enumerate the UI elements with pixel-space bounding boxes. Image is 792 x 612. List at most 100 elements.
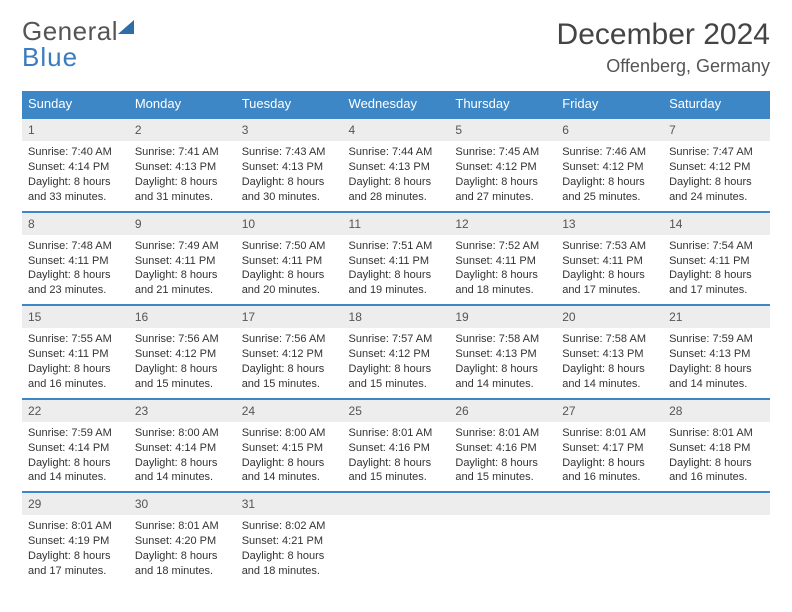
day-number: 2 (135, 123, 142, 137)
daylight-text: Daylight: 8 hours and 25 minutes. (562, 175, 657, 205)
day-content-cell (663, 515, 770, 584)
day-number: 21 (669, 310, 682, 324)
daylight-text: Daylight: 8 hours and 14 minutes. (242, 456, 337, 486)
daylight-text: Daylight: 8 hours and 17 minutes. (28, 549, 123, 579)
sunset-text: Sunset: 4:13 PM (455, 347, 550, 362)
sunset-text: Sunset: 4:11 PM (669, 254, 764, 269)
day-number-cell: 10 (236, 212, 343, 235)
day-number: 25 (349, 404, 362, 418)
sunset-text: Sunset: 4:12 PM (349, 347, 444, 362)
day-content-cell: Sunrise: 8:01 AMSunset: 4:16 PMDaylight:… (449, 422, 556, 492)
day-number: 1 (28, 123, 35, 137)
daynum-row: 1234567 (22, 118, 770, 141)
logo: General Blue (22, 18, 118, 70)
day-number-cell (449, 492, 556, 515)
sunset-text: Sunset: 4:18 PM (669, 441, 764, 456)
daylight-text: Daylight: 8 hours and 30 minutes. (242, 175, 337, 205)
daylight-text: Daylight: 8 hours and 14 minutes. (669, 362, 764, 392)
daylight-text: Daylight: 8 hours and 28 minutes. (349, 175, 444, 205)
day-number: 3 (242, 123, 249, 137)
sunrise-text: Sunrise: 8:01 AM (669, 426, 764, 441)
day-number-cell: 28 (663, 399, 770, 422)
day-number-cell: 1 (22, 118, 129, 141)
daynum-row: 2930 31 (22, 492, 770, 515)
sunrise-text: Sunrise: 8:01 AM (28, 519, 123, 534)
sunset-text: Sunset: 4:13 PM (562, 347, 657, 362)
day-number-cell: 30 (129, 492, 236, 515)
day-number: 23 (135, 404, 148, 418)
day-number: 16 (135, 310, 148, 324)
day-number-cell: 26 (449, 399, 556, 422)
daylight-text: Daylight: 8 hours and 16 minutes. (28, 362, 123, 392)
content-row: Sunrise: 8:01 AMSunset: 4:19 PMDaylight:… (22, 515, 770, 584)
day-content-cell: Sunrise: 8:00 AMSunset: 4:14 PMDaylight:… (129, 422, 236, 492)
day-content-cell: Sunrise: 7:41 AMSunset: 4:13 PMDaylight:… (129, 141, 236, 211)
sunset-text: Sunset: 4:17 PM (562, 441, 657, 456)
day-number-cell (663, 492, 770, 515)
weekday-header: Saturday (663, 91, 770, 118)
day-number-cell: 27 (556, 399, 663, 422)
page-title: December 2024 (557, 18, 770, 52)
content-row: Sunrise: 7:48 AMSunset: 4:11 PMDaylight:… (22, 235, 770, 305)
day-content-cell: Sunrise: 7:59 AMSunset: 4:13 PMDaylight:… (663, 328, 770, 398)
day-number: 17 (242, 310, 255, 324)
daylight-text: Daylight: 8 hours and 15 minutes. (135, 362, 230, 392)
day-number-cell: 13 (556, 212, 663, 235)
sunset-text: Sunset: 4:14 PM (28, 441, 123, 456)
daylight-text: Daylight: 8 hours and 18 minutes. (455, 268, 550, 298)
sunset-text: Sunset: 4:12 PM (135, 347, 230, 362)
day-number-cell: 2 (129, 118, 236, 141)
header: General Blue December 2024 Offenberg, Ge… (22, 18, 770, 77)
sunset-text: Sunset: 4:16 PM (455, 441, 550, 456)
logo-line2: Blue (22, 44, 118, 70)
daylight-text: Daylight: 8 hours and 16 minutes. (562, 456, 657, 486)
day-content-cell: Sunrise: 7:56 AMSunset: 4:12 PMDaylight:… (236, 328, 343, 398)
day-content-cell: Sunrise: 7:44 AMSunset: 4:13 PMDaylight:… (343, 141, 450, 211)
day-content-cell: Sunrise: 8:01 AMSunset: 4:16 PMDaylight:… (343, 422, 450, 492)
sunrise-text: Sunrise: 7:48 AM (28, 239, 123, 254)
sunrise-text: Sunrise: 7:53 AM (562, 239, 657, 254)
daylight-text: Daylight: 8 hours and 33 minutes. (28, 175, 123, 205)
daylight-text: Daylight: 8 hours and 17 minutes. (562, 268, 657, 298)
daylight-text: Daylight: 8 hours and 14 minutes. (28, 456, 123, 486)
day-number-cell: 18 (343, 305, 450, 328)
day-number: 5 (455, 123, 462, 137)
day-number: 31 (242, 497, 255, 511)
daylight-text: Daylight: 8 hours and 15 minutes. (349, 362, 444, 392)
sunset-text: Sunset: 4:11 PM (242, 254, 337, 269)
day-content-cell: Sunrise: 7:58 AMSunset: 4:13 PMDaylight:… (556, 328, 663, 398)
sunset-text: Sunset: 4:11 PM (28, 254, 123, 269)
daylight-text: Daylight: 8 hours and 18 minutes. (242, 549, 337, 579)
logo-sail-icon (118, 20, 134, 34)
day-number: 20 (562, 310, 575, 324)
day-number: 8 (28, 217, 35, 231)
day-number-cell: 22 (22, 399, 129, 422)
day-content-cell: Sunrise: 7:59 AMSunset: 4:14 PMDaylight:… (22, 422, 129, 492)
sunrise-text: Sunrise: 7:46 AM (562, 145, 657, 160)
weekday-header: Friday (556, 91, 663, 118)
day-content-cell: Sunrise: 7:49 AMSunset: 4:11 PMDaylight:… (129, 235, 236, 305)
day-content-cell: Sunrise: 8:02 AMSunset: 4:21 PMDaylight:… (236, 515, 343, 584)
day-number: 9 (135, 217, 142, 231)
sunrise-text: Sunrise: 7:44 AM (349, 145, 444, 160)
daylight-text: Daylight: 8 hours and 18 minutes. (135, 549, 230, 579)
day-number-cell: 3 (236, 118, 343, 141)
day-number-cell: 24 (236, 399, 343, 422)
day-number-cell: 20 (556, 305, 663, 328)
day-number-cell: 29 (22, 492, 129, 515)
day-number-cell: 5 (449, 118, 556, 141)
day-content-cell (449, 515, 556, 584)
day-content-cell (556, 515, 663, 584)
day-number: 27 (562, 404, 575, 418)
day-content-cell: Sunrise: 7:45 AMSunset: 4:12 PMDaylight:… (449, 141, 556, 211)
sunset-text: Sunset: 4:12 PM (455, 160, 550, 175)
day-number-cell: 15 (22, 305, 129, 328)
day-number-cell: 31 (236, 492, 343, 515)
daylight-text: Daylight: 8 hours and 14 minutes. (455, 362, 550, 392)
daylight-text: Daylight: 8 hours and 19 minutes. (349, 268, 444, 298)
weekday-header-row: Sunday Monday Tuesday Wednesday Thursday… (22, 91, 770, 118)
day-content-cell: Sunrise: 7:47 AMSunset: 4:12 PMDaylight:… (663, 141, 770, 211)
sunrise-text: Sunrise: 7:41 AM (135, 145, 230, 160)
day-number: 14 (669, 217, 682, 231)
content-row: Sunrise: 7:55 AMSunset: 4:11 PMDaylight:… (22, 328, 770, 398)
